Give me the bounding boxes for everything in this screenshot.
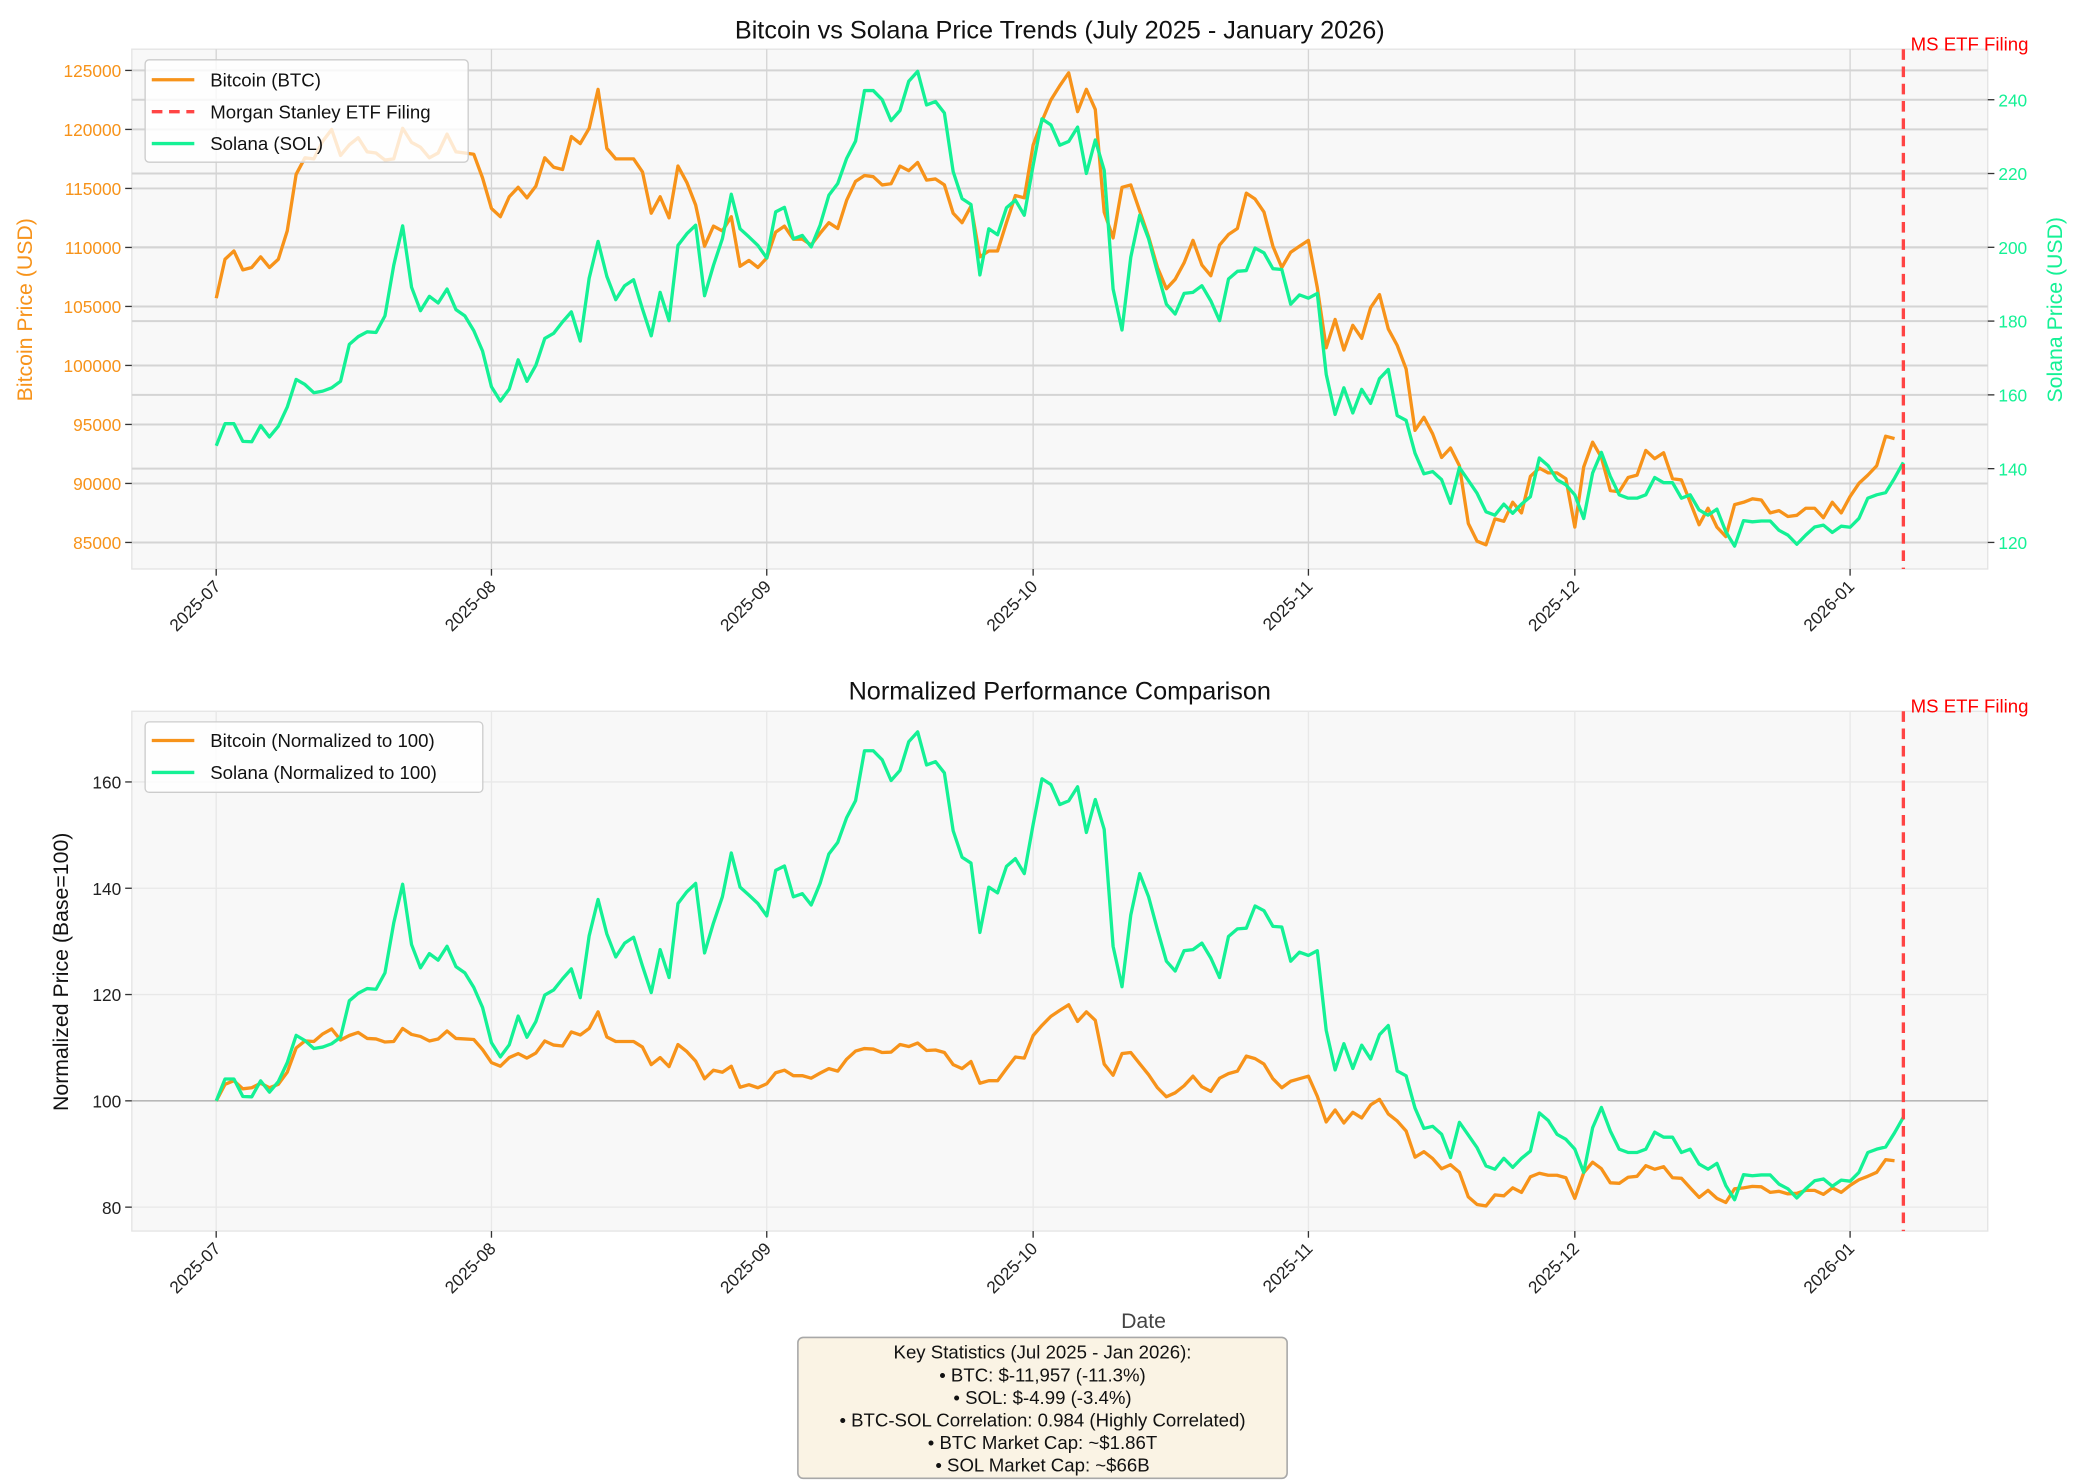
legend-label-btc-normalized: Bitcoin (Normalized to 100): [210, 730, 434, 751]
x-tick-label: 2025-09: [716, 576, 775, 635]
normalized-chart: 2025-07 2025-08 2025-09 2025-10 2025-11 2025-…: [49, 677, 2028, 1333]
x-tick-label: 2025-07: [165, 576, 224, 635]
left-y-tick-label: 120: [92, 985, 121, 1005]
x-tick-label: 2026-01: [1799, 1238, 1858, 1297]
right-y-tick-label: 160: [1998, 386, 2027, 406]
x-tick-label: 2025-10: [982, 576, 1041, 635]
x-axis-label: Date: [1121, 1309, 1166, 1333]
right-y-tick-label: 120: [1998, 533, 2027, 553]
normalized-lines: [214, 711, 1906, 1232]
sol-price-line: [214, 69, 1905, 548]
normalized-legend: Bitcoin (Normalized to 100) Solana (Norm…: [144, 721, 484, 794]
left-y-tick-label: 160: [92, 773, 121, 793]
x-tick-label: 2025-08: [441, 576, 500, 635]
legend-box: [144, 59, 469, 163]
left-y-tick-label: 85000: [73, 533, 121, 553]
btc-price-line: [214, 71, 1895, 547]
stats-line-sol-market-cap: • SOL Market Cap: ~$66B: [935, 1455, 1149, 1476]
left-y-tick-label: 105000: [64, 297, 122, 317]
legend-label-etf: Morgan Stanley ETF Filing: [210, 101, 430, 122]
legend-box: [144, 721, 484, 794]
x-tick-label: 2025-11: [1259, 1238, 1317, 1296]
x-tick-label: 2025-11: [1259, 576, 1317, 634]
stats-line-btc-market-cap: • BTC Market Cap: ~$1.86T: [928, 1432, 1157, 1453]
left-y-tick-label: 115000: [65, 179, 121, 199]
left-y-tick-label: 95000: [73, 415, 121, 435]
etf-annotation-label-bottom: MS ETF Filing: [1911, 696, 2029, 717]
left-y-tick-label: 125000: [64, 61, 122, 81]
stats-line-sol-change: • SOL: $-4.99 (-3.4%): [953, 1387, 1131, 1408]
x-tick-label: 2025-10: [982, 1238, 1041, 1297]
left-y-tick-label: 120000: [64, 120, 122, 140]
left-y-tick-label: 100000: [64, 356, 122, 376]
normalized-y-axis-label: Normalized Price (Base=100): [49, 833, 73, 1111]
x-tick-label: 2025-08: [441, 1238, 500, 1297]
btc-axis-label: Bitcoin Price (USD): [13, 218, 37, 401]
left-y-tick-label: 110000: [65, 238, 121, 258]
right-y-tick-label: 200: [1998, 238, 2027, 258]
sol-normalized-line: [214, 730, 1905, 1202]
sol-axis-label: Solana Price (USD): [2043, 217, 2067, 403]
legend-label-sol: Solana (SOL): [210, 133, 323, 154]
legend-label-btc: Bitcoin (BTC): [210, 69, 321, 90]
btc-normalized-line: [214, 1003, 1895, 1208]
key-statistics-box: Key Statistics (Jul 2025 - Jan 2026): • …: [797, 1336, 1288, 1480]
etf-annotation-label-top: MS ETF Filing: [1911, 34, 2029, 55]
right-y-tick-label: 220: [1998, 164, 2027, 184]
price-chart-title: Bitcoin vs Solana Price Trends (July 202…: [735, 17, 1385, 45]
left-y-tick-label: 80: [102, 1198, 121, 1218]
stats-title: Key Statistics (Jul 2025 - Jan 2026):: [894, 1342, 1192, 1363]
price-lines: [214, 49, 1906, 570]
x-tick-label: 2025-09: [716, 1238, 775, 1297]
x-tick-label: 2025-12: [1524, 1238, 1583, 1297]
legend-label-sol-normalized: Solana (Normalized to 100): [210, 762, 437, 783]
right-y-tick-label: 180: [1998, 312, 2027, 332]
price-grid: [131, 49, 1988, 570]
normalized-chart-title: Normalized Performance Comparison: [849, 677, 1271, 705]
right-y-tick-label: 240: [1998, 90, 2027, 110]
stats-line-correlation: • BTC-SOL Correlation: 0.984 (Highly Cor…: [839, 1409, 1245, 1430]
price-chart: 2025-07 2025-08 2025-09 2025-10 2025-11 2025-…: [13, 17, 2067, 636]
left-y-tick-label: 90000: [73, 474, 121, 494]
x-tick-label: 2025-12: [1524, 576, 1583, 635]
x-tick-label: 2026-01: [1799, 576, 1858, 635]
right-y-tick-label: 140: [1998, 459, 2027, 479]
stats-line-btc-change: • BTC: $-11,957 (-11.3%): [939, 1364, 1145, 1385]
stats-box-background: [797, 1336, 1288, 1480]
left-y-tick-label: 140: [92, 879, 121, 899]
price-legend: Bitcoin (BTC) Morgan Stanley ETF Filing …: [144, 59, 469, 163]
left-y-tick-label: 100: [92, 1091, 121, 1111]
x-tick-label: 2025-07: [165, 1238, 224, 1297]
